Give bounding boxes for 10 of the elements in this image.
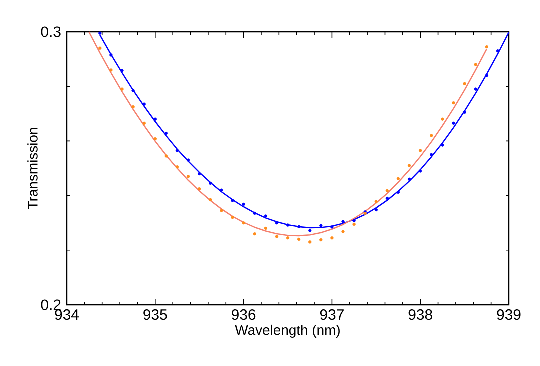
x-tick-label: 939 xyxy=(497,310,521,320)
x-tick-label: 938 xyxy=(408,310,432,320)
x-tick-label: 935 xyxy=(144,310,168,320)
x-axis-title: Wavelength (nm) xyxy=(235,324,340,338)
x-tick-label: 936 xyxy=(232,310,256,320)
x-tick-label: 937 xyxy=(320,310,344,320)
y-axis-title: Transmission xyxy=(28,128,38,210)
y-tick-label: 0.3 xyxy=(41,26,61,38)
x-tick-label: 934 xyxy=(55,310,80,320)
y-tick-label: 0.2 xyxy=(41,300,61,310)
